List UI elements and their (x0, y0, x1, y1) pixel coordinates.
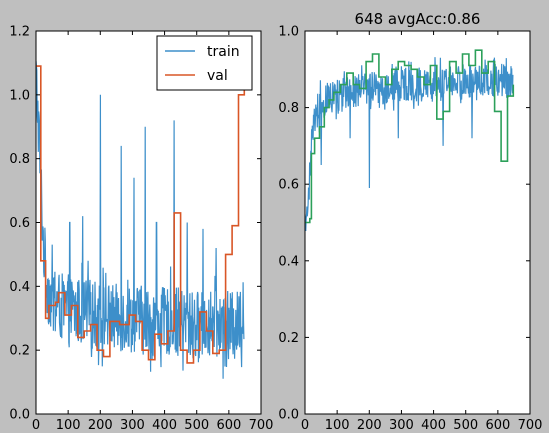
left-ytick-label: 1.2 (9, 25, 30, 40)
right-xtick-label: 100 (325, 418, 350, 433)
right-ytick-label: 1.0 (278, 25, 299, 40)
right-ytick-label: 0.6 (278, 178, 299, 193)
legend-box (156, 35, 253, 91)
left-loss-chart: 0 100 200 300 400 500 600 700 0.0 0.2 0.4 0.6 0.8 1.0… (9, 25, 273, 433)
right-chart-title: 648 avgAcc:0.86 (355, 10, 481, 28)
left-ytick-label: 0.8 (9, 152, 30, 167)
left-xtick-label: 100 (56, 418, 81, 433)
right-series-2-line (305, 49, 515, 224)
right-xtick-label: 500 (453, 418, 478, 433)
left-xtick-label: 200 (88, 418, 113, 433)
right-axes-frame (304, 30, 531, 415)
left-legend: train val (156, 35, 253, 91)
right-xtick-label: 0 (301, 418, 309, 433)
left-series-group (36, 60, 246, 379)
left-train-line (36, 60, 245, 379)
right-accuracy-chart: 0 100 200 300 400 500 600 700 0.0 0.2 0.4 0.6 0.8 1.0… (278, 10, 542, 433)
left-ytick-label: 0.2 (9, 344, 30, 359)
right-ytick-label: 0.8 (278, 101, 299, 116)
right-xtick-label: 200 (357, 418, 382, 433)
left-ytick-label: 1.0 (9, 88, 30, 103)
left-xtick-label: 0 (32, 418, 40, 433)
right-series-group (305, 49, 515, 232)
left-xtick-label: 700 (249, 418, 274, 433)
left-xtick-label: 300 (120, 418, 145, 433)
right-xtick-label: 600 (485, 418, 510, 433)
left-ytick-label: 0.6 (9, 216, 30, 231)
left-xtick-label: 600 (216, 418, 241, 433)
legend-label-val: val (207, 68, 228, 84)
right-ytick-label: 0.4 (278, 254, 299, 269)
right-ytick-label: 0.0 (278, 408, 299, 423)
right-xtick-label: 700 (518, 418, 543, 433)
right-xtick-label: 300 (389, 418, 414, 433)
right-ytick-label: 0.2 (278, 331, 299, 346)
left-val-line (36, 65, 246, 364)
left-ytick-label: 0.0 (9, 408, 30, 423)
left-xtick-label: 500 (184, 418, 209, 433)
left-xtick-label: 400 (152, 418, 177, 433)
legend-label-train: train (207, 44, 240, 60)
right-xtick-label: 400 (421, 418, 446, 433)
left-ytick-label: 0.4 (9, 280, 30, 295)
